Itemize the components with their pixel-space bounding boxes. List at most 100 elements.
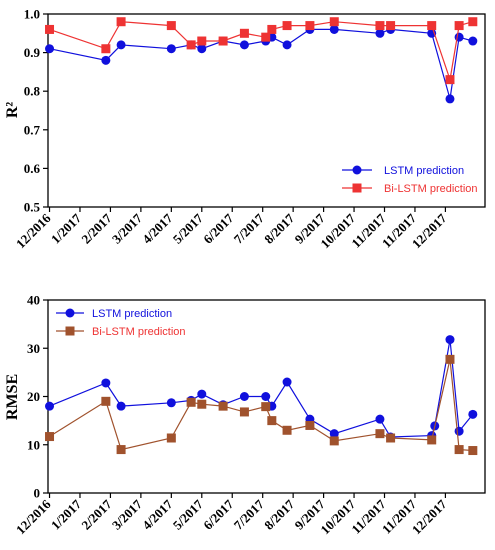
r2-bilstm-point bbox=[218, 36, 228, 46]
r2-lstm-point bbox=[375, 28, 385, 38]
r2-lstm-point bbox=[45, 44, 55, 54]
rmse-lstm-point bbox=[45, 401, 55, 411]
rmse-lstm-point bbox=[445, 335, 455, 345]
r2-bilstm-point bbox=[454, 21, 464, 31]
rmse-bilstm-point bbox=[454, 445, 464, 455]
rmse-x-tick-label: 2/2017 bbox=[78, 496, 114, 532]
rmse-x-tick-label: 4/2017 bbox=[139, 496, 175, 532]
rmse-lstm-point bbox=[282, 377, 292, 387]
r2-chart: 0.5 0.6 0.7 0.8 0.9 1.0 12/20161/20172/20173/… bbox=[4, 7, 486, 251]
r2-x-tick-label: 2/2017 bbox=[78, 210, 114, 246]
r2-bilstm-point bbox=[166, 21, 176, 31]
rmse-lstm-point bbox=[116, 401, 126, 411]
rmse-y-tick-label: 20 bbox=[27, 389, 40, 404]
r2-lstm-point bbox=[282, 40, 292, 50]
rmse-x-tick-label: 12/2016 bbox=[13, 496, 54, 537]
r2-bilstm-point bbox=[239, 28, 249, 38]
r2-lstm-point bbox=[239, 40, 249, 50]
r2-legend-bilstm-label: Bi-LSTM prediction bbox=[384, 183, 478, 195]
rmse-bilstm-point bbox=[218, 401, 228, 411]
rmse-y-axis-title: RMSE bbox=[4, 374, 21, 420]
r2-legend-lstm-marker bbox=[352, 165, 362, 175]
r2-lstm-point bbox=[101, 55, 111, 65]
r2-lstm-point bbox=[468, 36, 478, 46]
r2-bilstm-point bbox=[282, 21, 292, 31]
rmse-bilstm-point bbox=[386, 433, 396, 443]
r2-bilstm-point bbox=[186, 40, 196, 50]
r2-y-tick-label: 0.6 bbox=[24, 161, 41, 176]
rmse-x-tick-label: 12/2017 bbox=[409, 496, 450, 537]
r2-bilstm-point bbox=[45, 24, 55, 34]
r2-plot-frame bbox=[47, 13, 486, 208]
r2-x-axis: 12/20161/20172/20173/20174/20175/20176/2… bbox=[13, 207, 450, 251]
r2-lstm-point bbox=[329, 24, 339, 34]
r2-bilstm-point bbox=[116, 17, 126, 27]
rmse-bilstm-point bbox=[329, 436, 339, 446]
rmse-bilstm-point bbox=[239, 407, 249, 417]
r2-bilstm-point bbox=[375, 21, 385, 31]
rmse-bilstm-point bbox=[282, 425, 292, 435]
r2-x-tick-label: 3/2017 bbox=[109, 210, 145, 246]
rmse-lstm-point bbox=[375, 414, 385, 424]
rmse-y-tick-label: 40 bbox=[27, 293, 40, 308]
r2-lstm-point bbox=[197, 44, 207, 54]
r2-lstm-point bbox=[445, 94, 455, 104]
r2-lstm-line bbox=[49, 28, 473, 100]
rmse-x-tick-label: 7/2017 bbox=[231, 496, 267, 532]
rmse-lstm-point bbox=[239, 392, 249, 401]
rmse-lstm-point bbox=[329, 429, 339, 439]
rmse-x-axis: 12/20161/20172/20173/20174/20175/20176/2… bbox=[13, 493, 450, 537]
rmse-x-tick-label: 8/2017 bbox=[261, 496, 297, 532]
r2-y-tick-label: 0.5 bbox=[24, 200, 41, 215]
r2-bilstm-point bbox=[197, 36, 207, 46]
r2-legend: LSTM prediction Bi-LSTM prediction bbox=[342, 165, 478, 195]
rmse-bilstm-point bbox=[468, 446, 478, 456]
rmse-y-tick-label: 30 bbox=[27, 341, 40, 356]
r2-bilstm-point bbox=[329, 17, 339, 27]
rmse-lstm-point bbox=[166, 398, 176, 408]
r2-x-tick-label: 7/2017 bbox=[231, 210, 267, 246]
r2-lstm-point bbox=[166, 44, 176, 54]
r2-legend-lstm-label: LSTM prediction bbox=[384, 165, 464, 177]
r2-x-tick-label: 6/2017 bbox=[200, 210, 236, 246]
r2-lstm-point bbox=[116, 40, 126, 50]
rmse-bilstm-point bbox=[305, 420, 315, 430]
rmse-bilstm-point bbox=[375, 429, 385, 439]
r2-lstm-point bbox=[454, 32, 464, 42]
rmse-bilstm-point bbox=[197, 399, 207, 409]
r2-x-tick-label: 8/2017 bbox=[261, 210, 297, 246]
rmse-lstm-point bbox=[468, 409, 478, 419]
rmse-bilstm-point bbox=[186, 397, 196, 407]
rmse-x-tick-label: 5/2017 bbox=[170, 496, 206, 532]
rmse-series-layer bbox=[45, 335, 478, 456]
r2-y-tick-label: 0.9 bbox=[24, 45, 41, 60]
r2-y-axis-title: R² bbox=[4, 102, 21, 119]
r2-bilstm-point bbox=[427, 21, 437, 31]
rmse-x-tick-label: 1/2017 bbox=[48, 496, 84, 532]
r2-y-tick-label: 1.0 bbox=[24, 7, 40, 22]
r2-bilstm-line bbox=[49, 21, 473, 80]
r2-x-tick-label: 5/2017 bbox=[170, 210, 206, 246]
r2-legend-bilstm-marker bbox=[352, 183, 362, 193]
r2-y-axis: 0.5 0.6 0.7 0.8 0.9 1.0 bbox=[24, 7, 48, 215]
rmse-chart: 0 10 20 30 40 12/20161/20172/20173/20174/201… bbox=[4, 293, 486, 537]
rmse-legend-bilstm-label: Bi-LSTM prediction bbox=[92, 326, 186, 338]
rmse-bilstm-point bbox=[166, 433, 176, 443]
r2-x-tick-label: 1/2017 bbox=[48, 210, 84, 246]
r2-bilstm-point bbox=[267, 24, 277, 34]
r2-bilstm-point bbox=[101, 44, 111, 54]
rmse-legend-bilstm-marker bbox=[65, 326, 75, 336]
rmse-bilstm-point bbox=[267, 416, 277, 426]
r2-bilstm-point bbox=[445, 75, 455, 85]
r2-y-tick-label: 0.7 bbox=[24, 122, 41, 137]
rmse-lstm-point bbox=[454, 426, 464, 436]
rmse-legend: LSTM prediction Bi-LSTM prediction bbox=[56, 308, 186, 338]
rmse-x-tick-label: 3/2017 bbox=[109, 496, 145, 532]
r2-y-tick-label: 0.8 bbox=[24, 84, 41, 99]
rmse-legend-lstm-label: LSTM prediction bbox=[92, 308, 172, 320]
rmse-y-axis: 0 10 20 30 40 bbox=[27, 293, 48, 501]
rmse-lstm-point bbox=[197, 389, 207, 399]
r2-x-tick-label: 12/2017 bbox=[409, 210, 450, 251]
r2-series-layer bbox=[45, 17, 478, 104]
